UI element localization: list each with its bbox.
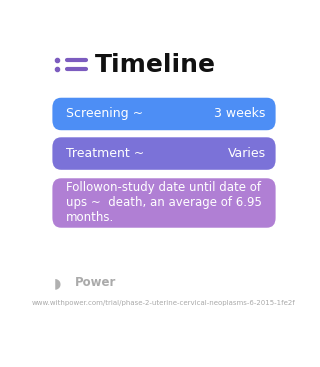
Text: www.withpower.com/trial/phase-2-uterine-cervical-neoplasms-6-2015-1fe2f: www.withpower.com/trial/phase-2-uterine-…	[32, 299, 296, 306]
Text: 3 weeks: 3 weeks	[214, 108, 266, 120]
Text: Followon-study date until date of
ups ~  death, an average of 6.95
months.: Followon-study date until date of ups ~ …	[66, 182, 262, 225]
Text: ◗: ◗	[54, 276, 61, 290]
Text: Varies: Varies	[228, 147, 266, 160]
Text: Timeline: Timeline	[95, 53, 216, 77]
FancyBboxPatch shape	[52, 178, 276, 228]
Text: Screening ~: Screening ~	[66, 108, 143, 120]
Text: Power: Power	[75, 276, 116, 289]
Text: Treatment ~: Treatment ~	[66, 147, 144, 160]
FancyBboxPatch shape	[52, 98, 276, 130]
FancyBboxPatch shape	[52, 137, 276, 170]
